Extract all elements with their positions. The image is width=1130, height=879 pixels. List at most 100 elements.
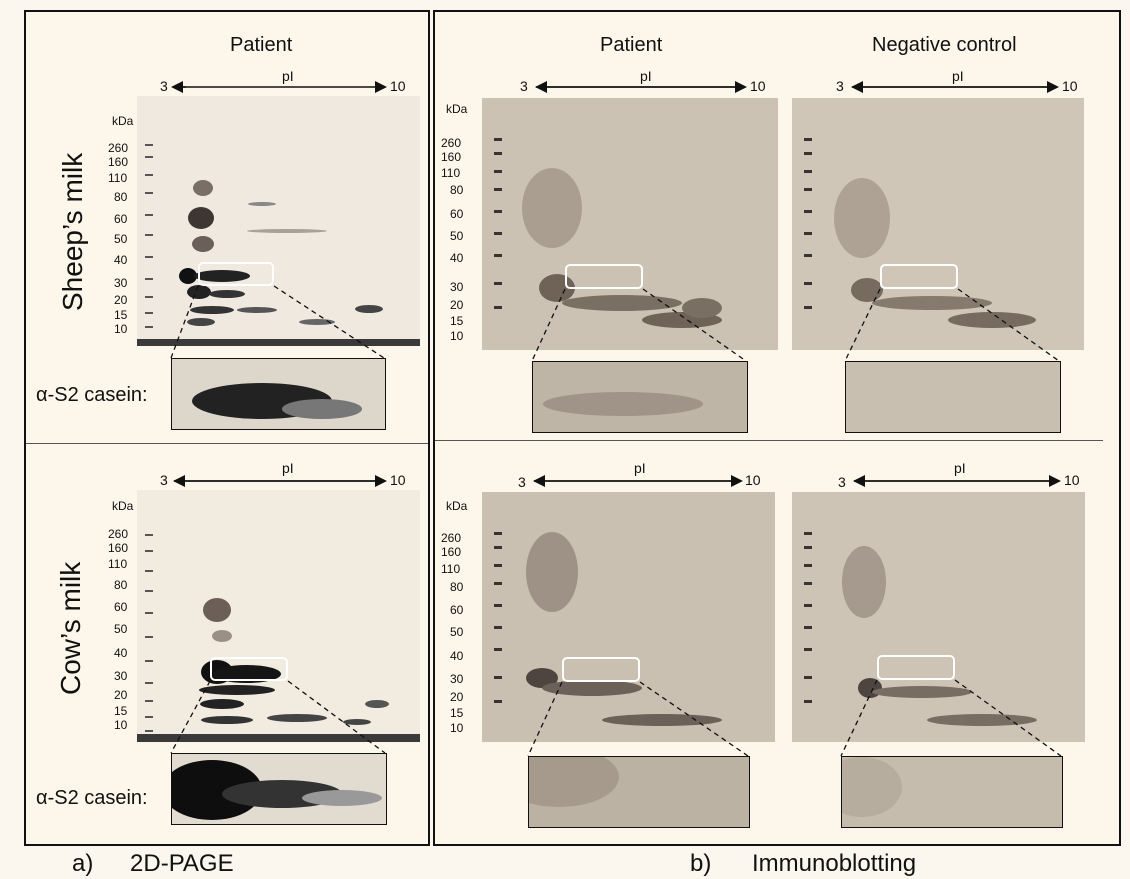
inset-sheep-control [845, 361, 1061, 433]
gel-image-sheep [137, 96, 420, 346]
blot-spots-cow-control [792, 492, 1085, 742]
mw-marker: 30 [114, 669, 128, 683]
inset-cow-control [841, 756, 1063, 828]
mw-marker: 30 [450, 280, 464, 294]
highlight-box-sheep-patient [565, 264, 643, 289]
row-label-sheep: Sheep’s milk [57, 152, 88, 311]
mw-marker: 80 [114, 578, 128, 592]
inset-spots-cow [172, 754, 386, 824]
ph-low: 3 [836, 78, 844, 94]
blot-spots-sheep-control [792, 98, 1084, 350]
mw-marker: 50 [114, 622, 128, 636]
kda-unit: kDa [112, 499, 134, 513]
mw-marker: 160 [108, 541, 129, 555]
ph-high: 10 [1062, 78, 1078, 94]
mw-marker: 10 [450, 721, 464, 735]
mw-marker: 80 [450, 580, 464, 594]
ph-label: pI [640, 68, 652, 84]
gel-spots-cow [137, 490, 420, 742]
inset-blot-cow-patient [529, 757, 749, 827]
mw-marker: 30 [114, 276, 128, 290]
ph-label: pI [282, 68, 294, 84]
mw-marker: 160 [441, 150, 462, 164]
mw-marker: 10 [114, 322, 128, 336]
blot-image-cow-patient [482, 492, 775, 742]
mw-marker: 60 [450, 207, 464, 221]
mw-marker: 15 [450, 314, 464, 328]
ph-high: 10 [390, 472, 406, 488]
gel-spots-sheep [137, 96, 420, 346]
mw-marker: 60 [114, 212, 128, 226]
inset-blot-sheep-control [846, 362, 1060, 432]
mw-marker: 20 [114, 293, 128, 307]
caption-b: b) Immunoblotting [690, 850, 916, 878]
inset-spots-sheep [172, 359, 385, 429]
blot-spots-sheep-patient [482, 98, 778, 350]
mw-marker: 30 [450, 672, 464, 686]
mw-marker: 50 [114, 232, 128, 246]
ph-low: 3 [160, 472, 168, 488]
inset-label-cow: α-S2 casein: [36, 787, 148, 809]
ph-low: 3 [160, 78, 168, 94]
ph-label: pI [954, 460, 966, 476]
mw-marker: 160 [441, 545, 462, 559]
panel-b-header-negative-control: Negative control [872, 34, 1017, 56]
ph-low: 3 [518, 474, 526, 490]
mw-marker: 15 [114, 704, 128, 718]
row-label-cow: Cow’s milk [55, 561, 86, 695]
highlight-box-cow-control [877, 655, 955, 680]
mw-marker: 20 [450, 298, 464, 312]
panel-a-header: Patient [230, 34, 293, 56]
caption-b-title: Immunoblotting [752, 850, 917, 877]
highlight-box-cow [210, 657, 288, 681]
inset-cow-patient [528, 756, 750, 828]
ph-low: 3 [838, 474, 846, 490]
mw-marker: 60 [450, 603, 464, 617]
inset-blot-cow-control [842, 757, 1062, 827]
ph-label: pI [634, 460, 646, 476]
mw-marker: 80 [114, 190, 128, 204]
mw-marker: 110 [441, 562, 461, 576]
ph-label: pI [282, 460, 294, 476]
blot-spots-cow-patient [482, 492, 775, 742]
panel-a-divider [26, 443, 428, 444]
ph-high: 10 [390, 78, 406, 94]
mw-marker: 15 [450, 706, 464, 720]
ph-high: 10 [745, 472, 761, 488]
blot-image-sheep-patient [482, 98, 778, 350]
panel-b-header-patient: Patient [600, 34, 663, 56]
mw-marker: 260 [108, 141, 129, 155]
mw-marker: 40 [114, 646, 128, 660]
mw-marker: 40 [450, 649, 464, 663]
mw-marker: 20 [450, 690, 464, 704]
mw-marker: 10 [450, 329, 464, 343]
inset-alpha-s2-casein-sheep [171, 358, 386, 430]
inset-alpha-s2-casein-cow [171, 753, 387, 825]
mw-marker: 15 [114, 308, 128, 322]
ph-high: 10 [750, 78, 766, 94]
ph-high: 10 [1064, 472, 1080, 488]
mw-marker: 110 [108, 557, 128, 571]
mw-marker: 260 [441, 136, 462, 150]
kda-unit: kDa [446, 499, 468, 513]
panel-b-divider [435, 440, 1103, 441]
mw-marker: 110 [108, 171, 128, 185]
mw-marker: 20 [114, 688, 128, 702]
caption-a-letter: a) [72, 850, 94, 877]
kda-unit: kDa [446, 102, 468, 116]
caption-b-letter: b) [690, 850, 712, 877]
inset-label-sheep: α-S2 casein: [36, 384, 148, 406]
mw-marker: 80 [450, 183, 464, 197]
highlight-box-cow-patient [562, 657, 640, 682]
blot-image-sheep-control [792, 98, 1084, 350]
mw-marker: 40 [450, 251, 464, 265]
mw-marker: 50 [450, 625, 464, 639]
caption-a: a) 2D-PAGE [72, 850, 234, 878]
mw-marker: 110 [441, 166, 461, 180]
ph-low: 3 [520, 78, 528, 94]
kda-unit: kDa [112, 114, 134, 128]
highlight-box-sheep-control [880, 264, 958, 289]
highlight-box-sheep [198, 262, 274, 286]
caption-a-title: 2D-PAGE [130, 850, 234, 877]
inset-blot-sheep-patient [533, 362, 747, 432]
